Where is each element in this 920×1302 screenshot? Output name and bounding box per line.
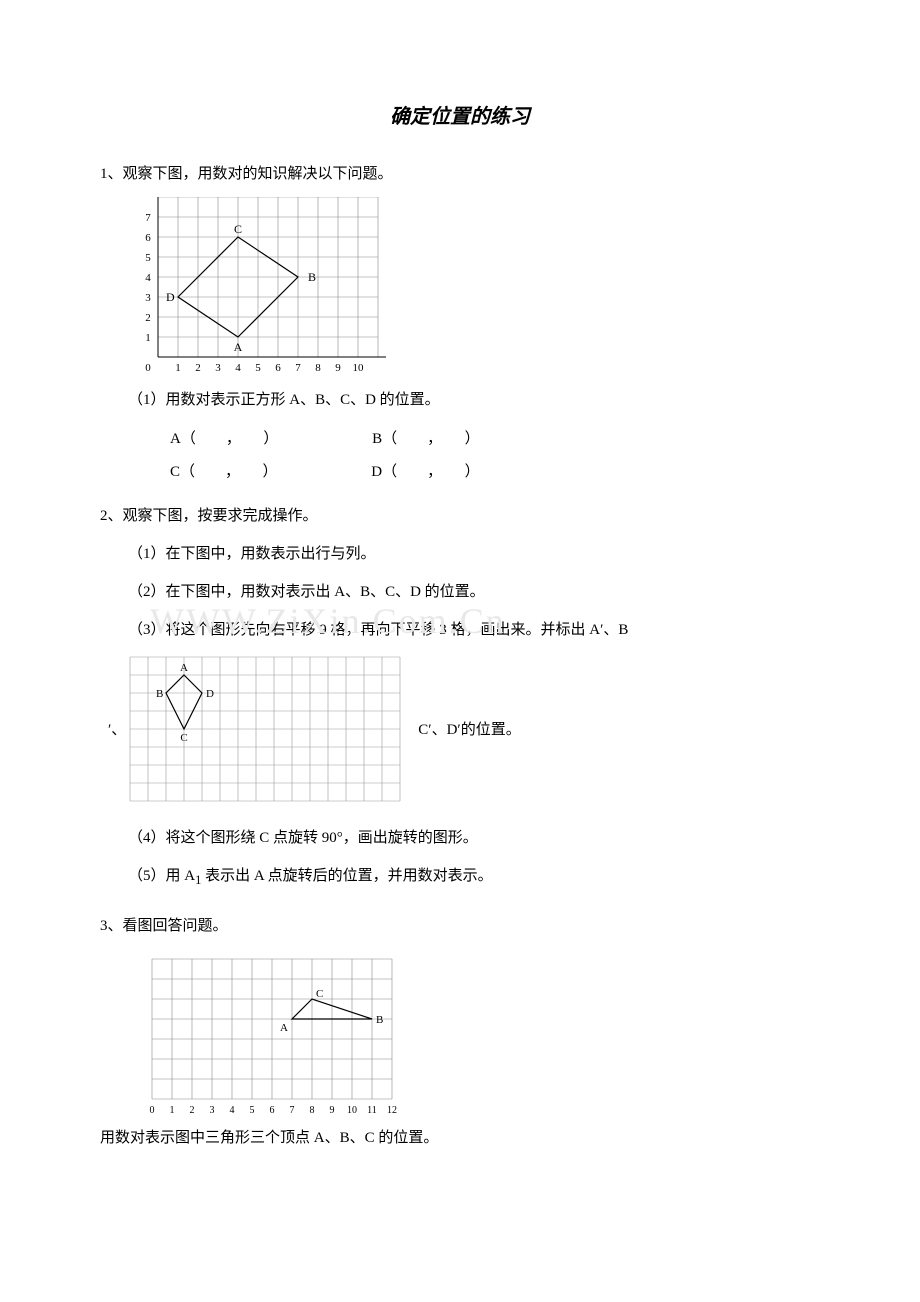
svg-text:4: 4 [230,1105,235,1116]
svg-text:C: C [316,988,323,1000]
svg-text:1: 1 [175,362,181,374]
fill-a: A（ ， ） [170,423,278,456]
svg-text:6: 6 [145,232,151,244]
svg-text:8: 8 [315,362,321,374]
svg-text:C: C [181,732,188,744]
svg-text:6: 6 [270,1105,275,1116]
q1-grid: 1 2 3 4 5 6 7 8 9 10 0 1 2 3 4 5 6 7 A B C D [128,197,820,377]
svg-text:1: 1 [170,1105,175,1116]
q3-conclusion: 用数对表示图中三角形三个顶点 A、B、C 的位置。 [100,1123,820,1153]
svg-text:10: 10 [353,362,365,374]
q1-prompt: 1、观察下图，用数对的知识解决以下问题。 [100,159,820,189]
svg-text:6: 6 [275,362,281,374]
svg-text:0: 0 [145,362,151,374]
page-title: 确定位置的练习 [100,100,820,129]
q2-prompt: 2、观察下图，按要求完成操作。 [100,501,820,531]
fill-c: C（ ， ） [170,456,278,489]
svg-text:2: 2 [195,362,201,374]
svg-text:7: 7 [290,1105,295,1116]
svg-text:A: A [180,662,188,674]
q1-fill-row1: A（ ， ） B（ ， ） [100,423,820,456]
svg-text:9: 9 [330,1105,335,1116]
q2-sub1: （1）在下图中，用数表示出行与列。 [100,539,820,569]
svg-text:B: B [308,270,316,284]
svg-text:D: D [166,290,175,304]
svg-text:2: 2 [190,1105,195,1116]
svg-text:12: 12 [387,1105,397,1116]
svg-text:C: C [234,222,242,236]
q2-sub3-line1: （3）将这个图形先向右平移 9 格，再向下平移 3 格，画出来。并标出 A′、B [100,615,820,645]
fill-b: B（ ， ） [372,423,480,456]
fill-d: D（ ， ） [371,456,479,489]
svg-text:3: 3 [210,1105,215,1116]
svg-text:D: D [206,688,214,700]
q1-fill-row2: C（ ， ） D（ ， ） [100,456,820,489]
svg-text:3: 3 [215,362,221,374]
svg-text:5: 5 [145,252,151,264]
svg-text:7: 7 [295,362,301,374]
svg-text:B: B [376,1014,383,1026]
svg-text:5: 5 [250,1105,255,1116]
q2-sub3-right: C′、D′的位置。 [406,718,520,739]
svg-text:8: 8 [310,1105,315,1116]
svg-text:7: 7 [145,212,151,224]
q1-sub1: （1）用数对表示正方形 A、B、C、D 的位置。 [100,385,820,415]
q2-sub2: （2）在下图中，用数对表示出 A、B、C、D 的位置。 [100,577,820,607]
svg-text:11: 11 [367,1105,377,1116]
q2-sub5: （5）用 A1 表示出 A 点旋转后的位置，并用数对表示。 [100,861,820,893]
svg-text:10: 10 [347,1105,357,1116]
q3-grid: 0123456789101112ABC [140,949,820,1119]
svg-text:4: 4 [145,272,151,284]
q2-grid-wrap: ′、 A B D C C′、D′的位置。 [100,653,820,803]
q2-sub5-prefix: （5）用 A [128,868,195,884]
q2-sub5-suffix: 表示出 A 点旋转后的位置，并用数对表示。 [201,868,492,884]
svg-text:1: 1 [145,332,151,344]
q3-prompt: 3、看图回答问题。 [100,911,820,941]
svg-text:9: 9 [335,362,341,374]
q2-sub4: （4）将这个图形绕 C 点旋转 90°，画出旋转的图形。 [100,823,820,853]
svg-text:0: 0 [150,1105,155,1116]
svg-text:A: A [280,1022,288,1034]
svg-text:2: 2 [145,312,151,324]
svg-text:4: 4 [235,362,241,374]
svg-text:A: A [234,340,243,354]
svg-text:3: 3 [145,292,151,304]
svg-text:5: 5 [255,362,261,374]
q2-sub3-left: ′、 [100,718,126,739]
svg-text:B: B [156,688,163,700]
